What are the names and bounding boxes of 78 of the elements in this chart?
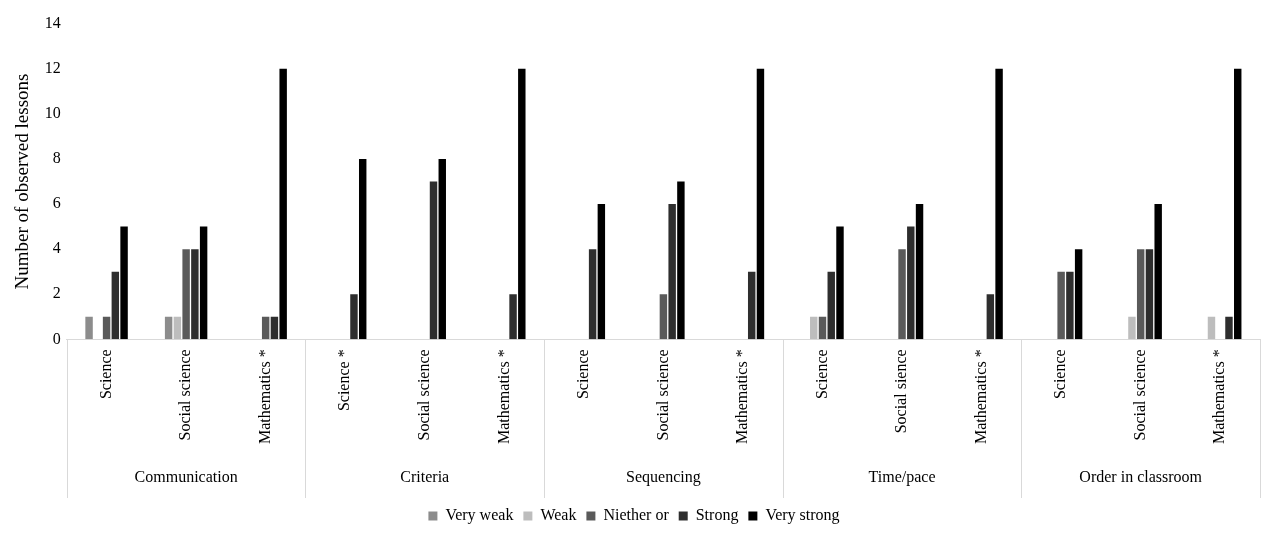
- bar: [1057, 271, 1065, 340]
- legend-label: Niether or: [603, 506, 670, 524]
- x-tick-label: Social science: [176, 349, 194, 441]
- bar: [85, 316, 93, 340]
- legend-label: Very weak: [445, 506, 514, 525]
- legend-label: Strong: [695, 506, 739, 525]
- bar: [120, 226, 128, 340]
- bar: [747, 271, 756, 340]
- bar: [1066, 271, 1074, 340]
- y-tick-label: 6: [52, 194, 61, 212]
- bar: [810, 316, 818, 340]
- x-tick-label: Social science: [414, 349, 432, 441]
- bar: [588, 249, 597, 340]
- bar: [359, 158, 367, 340]
- bar: [182, 249, 190, 340]
- bar: [164, 316, 173, 340]
- bar: [1154, 204, 1162, 340]
- x-tick-label: Mathematics *: [733, 349, 751, 444]
- y-tick-label: 14: [44, 13, 61, 31]
- bar: [1207, 316, 1216, 340]
- x-tick-label: Mathematics *: [971, 349, 989, 444]
- bar: [1136, 249, 1145, 340]
- bar: [191, 249, 199, 340]
- bar: [102, 316, 111, 340]
- bar: [1145, 249, 1154, 340]
- text: Time/pace: [868, 468, 936, 487]
- bar: [907, 226, 915, 340]
- bar: [438, 158, 446, 340]
- bar: [668, 204, 676, 340]
- bar: [677, 181, 685, 340]
- x-tick-label: Science: [574, 349, 592, 400]
- bar: [898, 249, 906, 340]
- bar: [995, 68, 1003, 340]
- x-tick-label: Social science: [653, 349, 671, 441]
- bar: [756, 68, 765, 340]
- bar: [173, 316, 182, 340]
- y-tick-label: 8: [52, 149, 61, 167]
- text: Order in classroom: [1079, 468, 1203, 486]
- y-tick-label: 4: [52, 239, 61, 257]
- text: Criteria: [400, 468, 450, 486]
- bar: [279, 68, 287, 340]
- bar: [818, 316, 827, 340]
- x-tick-label: Science: [1051, 349, 1069, 400]
- bar: [836, 226, 844, 340]
- x-tick-label: Science *: [335, 349, 353, 412]
- bar: [509, 294, 517, 340]
- bar: [915, 204, 924, 340]
- y-axis-title: Number of observed lessons: [11, 73, 33, 290]
- bar: [659, 294, 668, 340]
- bar: [199, 226, 208, 340]
- legend-label: Very strong: [765, 506, 840, 525]
- bar: [111, 271, 120, 340]
- x-tick-label: Social science: [1130, 349, 1148, 441]
- bar: [1128, 316, 1136, 340]
- bar: [518, 68, 526, 340]
- bar: [261, 316, 270, 340]
- bar: [827, 271, 835, 340]
- bar: [1074, 249, 1083, 340]
- bar: [429, 181, 438, 340]
- x-tick-label: Mathematics *: [255, 349, 273, 444]
- y-tick-label: 10: [44, 104, 61, 122]
- text: Sequencing: [626, 468, 701, 487]
- text: Communication: [134, 468, 238, 486]
- bar: [1225, 316, 1233, 340]
- y-tick-label: 0: [52, 329, 61, 347]
- x-tick-label: Mathematics *: [494, 349, 512, 444]
- x-tick-label: Mathematics *: [1210, 349, 1228, 444]
- x-tick-label: Social sience: [892, 349, 910, 434]
- y-tick-label: 2: [52, 284, 61, 302]
- bar: [986, 294, 995, 340]
- bar: [270, 316, 279, 340]
- x-tick-label: Science: [96, 349, 114, 400]
- y-tick-label: 12: [44, 58, 61, 76]
- bar: [350, 294, 358, 340]
- bar: [1234, 68, 1242, 340]
- bar: [597, 204, 606, 340]
- x-tick-label: Science: [812, 349, 830, 400]
- legend-label: Weak: [540, 506, 577, 524]
